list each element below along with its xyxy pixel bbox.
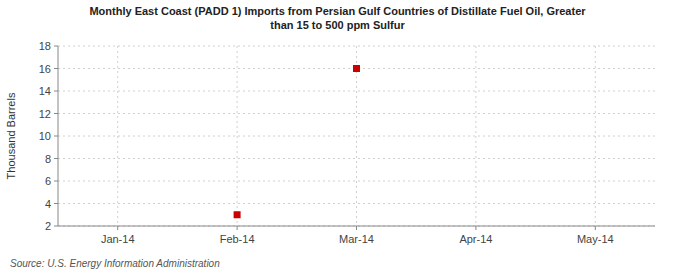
y-grid-line [58,203,655,204]
y-tick [54,91,58,92]
x-tick [475,226,476,230]
title-line: Monthly East Coast (PADD 1) Imports from… [89,5,586,17]
x-grid-line [237,46,238,226]
x-tick [237,226,238,230]
y-tick [54,203,58,204]
axes: 2 4 6 8 10 12 14 16 18 Jan-14 Feb-14 Mar-14 Apr-14 Ma… [39,40,655,245]
y-grid-line [58,113,655,114]
y-tick [54,181,58,182]
x-tick-label: Jan-14 [101,233,135,245]
y-tick [54,113,58,114]
chart-container: 2 4 6 8 10 12 14 16 18 Jan-14 Feb-14 Mar-14 Apr-14 Ma… [0,0,675,275]
data-marks [234,65,360,218]
y-tick-label: 18 [39,40,51,52]
x-tick-label: Apr-14 [459,233,492,245]
data-point [234,211,241,218]
x-grid-line [356,46,357,226]
x-grid-line [595,46,596,226]
data-point [353,65,360,72]
title: Monthly East Coast (PADD 1) Imports from… [89,5,586,31]
y-axis-label: Thousand Barrels [5,92,17,179]
x-tick [117,226,118,230]
x-grid-line [117,46,118,226]
x-tick [595,226,596,230]
y-tick [54,226,58,227]
y-tick-label: 14 [39,85,51,97]
y-tick-label: 2 [45,220,51,232]
x-tick-label: May-14 [577,233,614,245]
y-tick-label: 12 [39,108,51,120]
y-tick-label: 6 [45,175,51,187]
x-tick-label: Mar-14 [339,233,374,245]
y-tick [54,136,58,137]
y-tick-label: 10 [39,130,51,142]
grid [58,46,655,226]
y-tick-label: 4 [45,198,51,210]
y-tick [54,68,58,69]
y-tick-label: 16 [39,63,51,75]
x-tick-label: Feb-14 [220,233,255,245]
chart: 2 4 6 8 10 12 14 16 18 Jan-14 Feb-14 Mar-14 Apr-14 Ma… [0,0,675,275]
title-line: than 15 to 500 ppm Sulfur [270,19,405,31]
x-tick [356,226,357,230]
source: Source: U.S. Energy Information Administ… [10,258,220,269]
y-grid-line [58,158,655,159]
y-tick [54,158,58,159]
y-tick [54,46,58,47]
x-grid-line [475,46,476,226]
y-tick-label: 8 [45,153,51,165]
